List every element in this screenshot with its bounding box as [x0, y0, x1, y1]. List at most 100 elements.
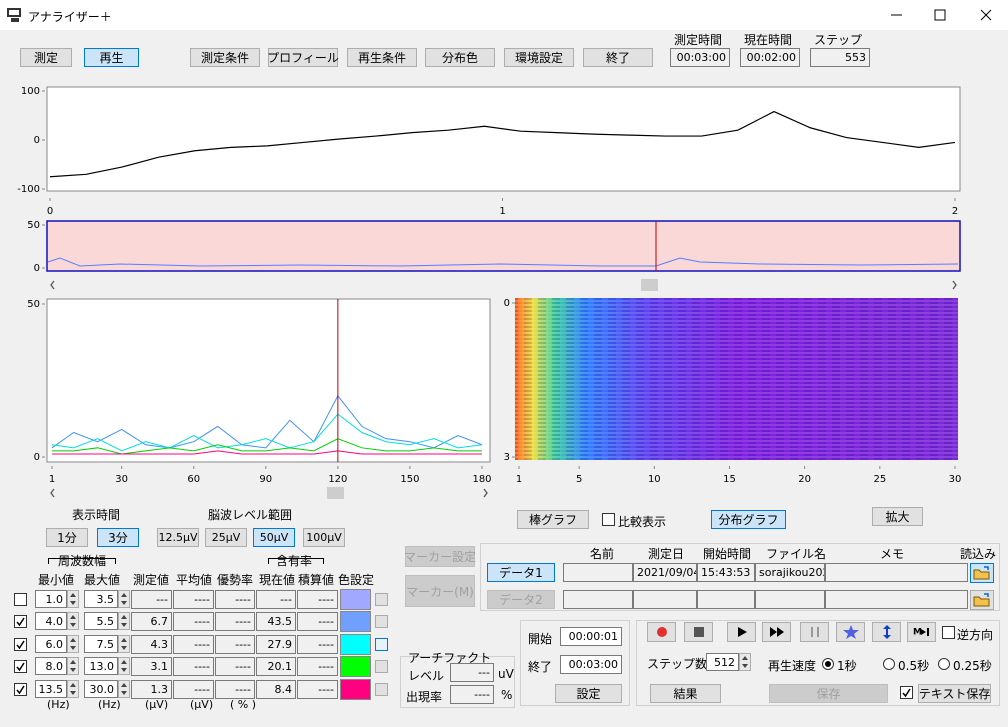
playback-control[interactable] [800, 622, 829, 642]
artifact-level-value: --- [450, 663, 494, 682]
band-checkbox[interactable] [14, 683, 27, 696]
band-min[interactable]: 4.0 [35, 612, 67, 630]
band-average: ---- [173, 657, 214, 676]
spectrum-line [52, 450, 482, 455]
spectrum-line [52, 438, 482, 455]
x-tick-label: 1 [516, 474, 522, 485]
data-select-button[interactable]: データ1 [487, 563, 555, 582]
overview-plot [46, 220, 961, 272]
band-select[interactable] [375, 638, 388, 651]
level-range-button[interactable]: 100μV [303, 528, 345, 547]
band-max[interactable]: 7.5 [84, 635, 118, 653]
x-tick-label: 0 [47, 206, 53, 217]
band-min-arrows[interactable] [67, 680, 79, 698]
band-checkbox[interactable] [14, 593, 27, 606]
compare-checkbox[interactable] [602, 513, 615, 526]
marker-button[interactable]: マーカー(M) [405, 575, 475, 607]
playback-control[interactable] [727, 622, 756, 642]
toolbar-button[interactable]: プロフィール [267, 48, 339, 67]
text-save-checkbox[interactable] [900, 686, 913, 699]
band-max-arrows[interactable] [118, 612, 130, 630]
toolbar-button[interactable]: 再生条件 [347, 48, 417, 67]
band-max[interactable]: 5.5 [84, 612, 118, 630]
band-select[interactable] [375, 615, 388, 628]
spin-arrows [70, 638, 76, 650]
band-color[interactable] [340, 589, 371, 610]
band-select[interactable] [375, 660, 388, 673]
toolbar-button[interactable]: 測定 [20, 48, 72, 67]
distribution-graph-button[interactable]: 分布グラフ [711, 510, 786, 529]
band-color[interactable] [340, 634, 371, 655]
band-select[interactable] [375, 683, 388, 696]
zoom-button[interactable]: 拡大 [872, 507, 923, 526]
reverse-checkbox[interactable] [942, 626, 955, 639]
result-button[interactable]: 結果 [650, 684, 721, 703]
x-tick-label: 120 [328, 474, 347, 485]
speed-radio[interactable] [883, 658, 895, 670]
icon-glyph: M [913, 628, 922, 638]
band-max[interactable]: 3.5 [84, 590, 118, 608]
toolbar-button[interactable]: 再生 [84, 48, 139, 67]
level-range-button[interactable]: 12.5μV [157, 528, 199, 547]
band-max-arrows[interactable] [118, 635, 130, 653]
band-min-arrows[interactable] [67, 612, 79, 630]
playback-control[interactable] [836, 622, 865, 642]
data-select-button[interactable]: データ2 [487, 590, 555, 609]
speed-radio[interactable] [938, 658, 950, 670]
text-save-button[interactable]: テキスト保存 [918, 684, 991, 703]
toolbar-button[interactable]: 終了 [583, 48, 653, 67]
steps-spinner-arrows[interactable] [739, 653, 751, 671]
band-checkbox[interactable] [14, 660, 27, 673]
band-header: 最大値 [84, 573, 121, 587]
band-min-arrows[interactable] [67, 657, 79, 675]
band-min-arrows[interactable] [67, 635, 79, 653]
band-max[interactable]: 30.0 [84, 680, 118, 698]
band-max[interactable]: 13.0 [84, 657, 118, 675]
level-range-button[interactable]: 25μV [205, 528, 247, 547]
band-min-arrows[interactable] [67, 590, 79, 608]
data-panel [480, 543, 1000, 611]
display-time-button[interactable]: 3分 [97, 528, 139, 547]
bar-graph-button[interactable]: 棒グラフ [517, 510, 589, 529]
band-color[interactable] [340, 611, 371, 632]
level-range-button[interactable]: 50μV [253, 528, 295, 547]
playback-control[interactable] [647, 622, 676, 642]
band-color[interactable] [340, 656, 371, 677]
save-button[interactable]: 保存 [769, 684, 888, 703]
toolbar-button[interactable]: 測定条件 [190, 48, 260, 67]
status-label: ステップ [814, 33, 863, 47]
band-select[interactable] [375, 593, 388, 606]
range-end[interactable]: 00:03:00 [560, 655, 622, 674]
data-name [563, 590, 633, 609]
playback-control[interactable] [684, 622, 713, 642]
band-checkbox[interactable] [14, 638, 27, 651]
band-checkbox[interactable] [14, 615, 27, 628]
band-max-arrows[interactable] [118, 680, 130, 698]
marker-settings-button[interactable]: マーカー設定 [404, 546, 476, 567]
toolbar-button[interactable]: 分布色 [425, 48, 495, 67]
steps-spinner[interactable]: 512 [706, 653, 739, 671]
band-min[interactable]: 6.0 [35, 635, 67, 653]
range-start[interactable]: 00:00:01 [560, 627, 622, 646]
load-button[interactable] [970, 590, 994, 610]
toolbar-button[interactable]: 環境設定 [504, 48, 574, 67]
band-color[interactable] [340, 679, 371, 700]
display-time-button[interactable]: 1分 [46, 528, 88, 547]
playback-control[interactable] [762, 622, 791, 642]
range-set-button[interactable]: 設定 [555, 684, 622, 703]
playback-control[interactable]: M [907, 622, 936, 642]
band-max-arrows[interactable] [118, 657, 130, 675]
band-min[interactable]: 1.0 [35, 590, 67, 608]
y-tick-label: 50 [27, 299, 40, 310]
control-icon [737, 627, 747, 637]
speed-radio[interactable] [822, 658, 834, 670]
playback-control[interactable] [872, 622, 901, 642]
spin-arrows [121, 638, 127, 650]
x-tick-label: 1 [499, 206, 505, 217]
band-max-arrows[interactable] [118, 590, 130, 608]
band-min[interactable]: 13.5 [35, 680, 67, 698]
band-min[interactable]: 8.0 [35, 657, 67, 675]
artifact-level-label: レベル [408, 669, 445, 683]
load-button[interactable] [970, 563, 994, 583]
window-controls[interactable] [880, 6, 1000, 24]
